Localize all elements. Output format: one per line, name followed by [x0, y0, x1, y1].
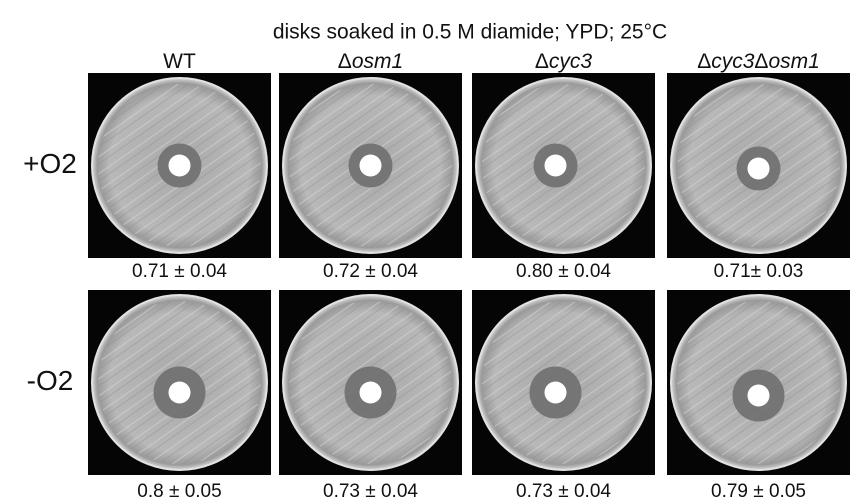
- label-part: osm1: [768, 50, 819, 73]
- petri-dish: [279, 73, 462, 258]
- filter-disk: [169, 155, 191, 177]
- petri-dish: [279, 290, 462, 475]
- label-part: osm1: [352, 50, 403, 73]
- filter-disk: [748, 385, 770, 407]
- petri-dish: [472, 290, 655, 475]
- petri-dish: [88, 290, 271, 475]
- label-part: Δ: [754, 50, 768, 73]
- figure: disks soaked in 0.5 M diamide; YPD; 25°C…: [0, 0, 855, 504]
- petri-dish: [472, 73, 655, 258]
- column-label: Δcyc3: [535, 50, 593, 73]
- filter-disk: [360, 155, 382, 177]
- label-part: cyc3: [549, 50, 593, 73]
- label-part: cyc3: [711, 50, 755, 73]
- petri-dish: [667, 73, 850, 258]
- zone-value: 0.73 ± 0.04: [516, 481, 611, 502]
- page: disks soaked in 0.5 M diamide; YPD; 25°C…: [0, 0, 855, 504]
- filter-disk: [169, 382, 191, 404]
- label-part: Δ: [697, 50, 711, 73]
- zone-value: 0.71± 0.03: [714, 261, 804, 282]
- row-label: +O2: [23, 148, 77, 179]
- filter-disk: [360, 382, 382, 404]
- petri-dish: [667, 290, 850, 475]
- label-part: Δ: [535, 50, 549, 73]
- filter-disk: [545, 382, 567, 404]
- zone-value: 0.72 ± 0.04: [323, 261, 418, 282]
- zone-value: 0.71 ± 0.04: [132, 261, 227, 282]
- column-label: Δosm1: [338, 50, 403, 73]
- filter-disk: [748, 158, 770, 180]
- zone-value: 0.80 ± 0.04: [516, 261, 611, 282]
- label-part: Δ: [338, 50, 352, 73]
- column-label: Δcyc3Δosm1: [697, 50, 820, 73]
- zone-value: 0.8 ± 0.05: [137, 481, 221, 502]
- column-label: WT: [163, 50, 196, 73]
- figure-title: disks soaked in 0.5 M diamide; YPD; 25°C: [273, 21, 667, 44]
- label-part: WT: [163, 50, 196, 73]
- row-label: -O2: [27, 365, 74, 396]
- filter-disk: [545, 155, 567, 177]
- zone-value: 0.73 ± 0.04: [323, 481, 418, 502]
- zone-value: 0.79 ± 0.05: [711, 481, 806, 502]
- petri-dish: [88, 73, 271, 258]
